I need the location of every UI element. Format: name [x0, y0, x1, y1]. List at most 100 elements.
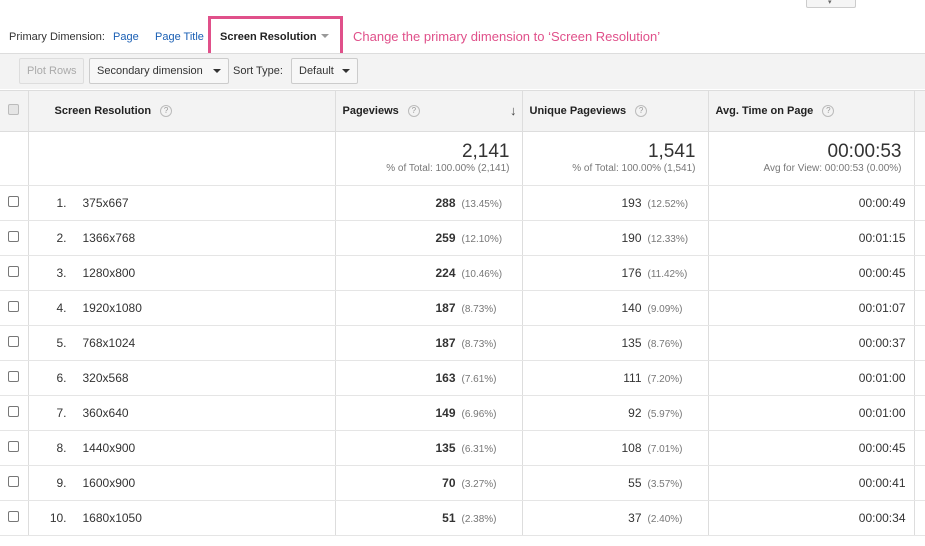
help-icon[interactable]: ? [407, 105, 420, 118]
row-checkbox-cell [0, 325, 29, 361]
column-header-avg-time[interactable]: Avg. Time on Page ? [708, 90, 915, 132]
avg-time-value: 00:01:00 [858, 371, 906, 385]
avg-time-value: 00:00:41 [858, 476, 906, 490]
unique-pageviews-value: 135 [621, 336, 642, 350]
next-column-cell [914, 290, 925, 326]
unique-pageviews-cell: 55 (3.57%) [522, 465, 709, 501]
pageviews-value: 187 [435, 336, 456, 350]
table-row[interactable]: 1. 375x667 288 (13.45%) 193 (12.52%) 00:00:49 [0, 185, 925, 221]
screen-resolution-value[interactable]: 1600x900 [82, 476, 136, 490]
row-number: 6. [56, 371, 67, 385]
row-checkbox[interactable] [8, 266, 20, 277]
totals-row: 2,141 % of Total: 100.00% (2,141) 1,541 … [0, 131, 925, 186]
screen-resolution-value[interactable]: 360x640 [82, 406, 129, 420]
avg-time-value: 00:01:15 [858, 231, 906, 245]
dimension-cell: 6. 320x568 [28, 360, 336, 396]
screen-resolution-value[interactable]: 375x667 [82, 196, 129, 210]
screen-resolution-value[interactable]: 320x568 [82, 371, 129, 385]
pageviews-value: 187 [435, 301, 456, 315]
row-checkbox[interactable] [8, 441, 20, 452]
sort-type-dropdown[interactable]: Default [291, 58, 358, 84]
pageviews-cell: 51 (2.38%) [335, 500, 523, 536]
totals-avg-time: 00:00:53 Avg for View: 00:00:53 (0.00%) [708, 131, 915, 186]
table-row[interactable]: 9. 1600x900 70 (3.27%) 55 (3.57%) 00:00:41 [0, 465, 925, 501]
table-row[interactable]: 5. 768x1024 187 (8.73%) 135 (8.76%) 00:00:37 [0, 325, 925, 361]
dimension-cell: 4. 1920x1080 [28, 290, 336, 326]
avg-time-value: 00:00:34 [858, 511, 906, 525]
dimension-active-screen-resolution[interactable]: Screen Resolution [220, 31, 317, 43]
row-number: 4. [56, 301, 67, 315]
next-column-cell [914, 255, 925, 291]
table-row[interactable]: 2. 1366x768 259 (12.10%) 190 (12.33%) 00:01:15 [0, 220, 925, 256]
dimension-link-page-title[interactable]: Page Title [155, 31, 204, 43]
pageviews-percent: (13.45%) [461, 199, 503, 210]
row-checkbox-cell [0, 465, 29, 501]
unique-pageviews-value: 140 [621, 301, 642, 315]
pageviews-value: 149 [435, 406, 456, 420]
next-column-cell [914, 465, 925, 501]
row-number: 8. [56, 441, 67, 455]
totals-empty-cell [0, 131, 29, 186]
top-dropdown-stub[interactable]: ▾ [806, 0, 856, 8]
avg-time-cell: 00:00:41 [708, 465, 915, 501]
column-header-pageviews[interactable]: Pageviews ? ↓ [335, 90, 523, 132]
avg-time-cell: 00:00:49 [708, 185, 915, 221]
screen-resolution-value[interactable]: 1366x768 [82, 231, 136, 245]
row-number: 3. [56, 266, 67, 280]
plot-rows-button[interactable]: Plot Rows [19, 58, 84, 84]
totals-unique-pageviews: 1,541 % of Total: 100.00% (1,541) [522, 131, 709, 186]
avg-time-cell: 00:00:45 [708, 255, 915, 291]
table-row[interactable]: 7. 360x640 149 (6.96%) 92 (5.97%) 00:01:00 [0, 395, 925, 431]
dimension-link-page[interactable]: Page [113, 31, 139, 43]
column-header-unique-pageviews[interactable]: Unique Pageviews ? [522, 90, 709, 132]
help-icon[interactable]: ? [160, 105, 173, 118]
table-row[interactable]: 4. 1920x1080 187 (8.73%) 140 (9.09%) 00:01:07 [0, 290, 925, 326]
pageviews-value: 224 [435, 266, 456, 280]
pageviews-percent: (2.38%) [461, 514, 497, 525]
dimension-cell: 10. 1680x1050 [28, 500, 336, 536]
screen-resolution-value[interactable]: 1280x800 [82, 266, 136, 280]
row-checkbox[interactable] [8, 371, 20, 382]
avg-time-cell: 00:01:07 [708, 290, 915, 326]
unique-pageviews-value: 193 [621, 196, 642, 210]
next-column-cell [914, 395, 925, 431]
primary-dimension-label: Primary Dimension: [9, 31, 105, 43]
screen-resolution-value[interactable]: 1440x900 [82, 441, 136, 455]
table-row[interactable]: 8. 1440x900 135 (6.31%) 108 (7.01%) 00:00:45 [0, 430, 925, 466]
pageviews-percent: (8.73%) [461, 304, 497, 315]
row-checkbox[interactable] [8, 196, 20, 207]
unique-pageviews-cell: 176 (11.42%) [522, 255, 709, 291]
unique-pageviews-value: 111 [623, 371, 642, 385]
row-checkbox[interactable] [8, 511, 20, 522]
dimension-cell: 2. 1366x768 [28, 220, 336, 256]
screen-resolution-value[interactable]: 768x1024 [82, 336, 136, 350]
row-checkbox[interactable] [8, 476, 20, 487]
table-row[interactable]: 6. 320x568 163 (7.61%) 111 (7.20%) 00:01:00 [0, 360, 925, 396]
row-checkbox-cell [0, 220, 29, 256]
help-icon[interactable]: ? [635, 105, 648, 118]
totals-value: 2,141 [461, 141, 510, 162]
secondary-dimension-dropdown[interactable]: Secondary dimension [89, 58, 229, 84]
help-icon[interactable]: ? [822, 105, 835, 118]
unique-pageviews-percent: (12.52%) [647, 199, 689, 210]
column-header-screen-resolution[interactable]: Screen Resolution ? [28, 90, 336, 132]
row-checkbox[interactable] [8, 406, 20, 417]
row-number: 10. [49, 511, 67, 525]
column-header-next[interactable] [914, 90, 925, 132]
screen-resolution-value[interactable]: 1680x1050 [82, 511, 142, 525]
table-row[interactable]: 10. 1680x1050 51 (2.38%) 37 (2.40%) 00:00:34 [0, 500, 925, 536]
avg-time-cell: 00:01:15 [708, 220, 915, 256]
next-column-cell [914, 220, 925, 256]
unique-pageviews-value: 108 [621, 441, 642, 455]
pageviews-cell: 149 (6.96%) [335, 395, 523, 431]
screen-resolution-value[interactable]: 1920x1080 [82, 301, 142, 315]
table-row[interactable]: 3. 1280x800 224 (10.46%) 176 (11.42%) 00:00:45 [0, 255, 925, 291]
unique-pageviews-cell: 190 (12.33%) [522, 220, 709, 256]
unique-pageviews-cell: 193 (12.52%) [522, 185, 709, 221]
pageviews-value: 288 [435, 196, 456, 210]
row-checkbox[interactable] [8, 231, 20, 242]
select-all-checkbox[interactable] [8, 104, 20, 115]
avg-time-cell: 00:00:37 [708, 325, 915, 361]
row-checkbox[interactable] [8, 336, 20, 347]
row-checkbox[interactable] [8, 301, 20, 312]
